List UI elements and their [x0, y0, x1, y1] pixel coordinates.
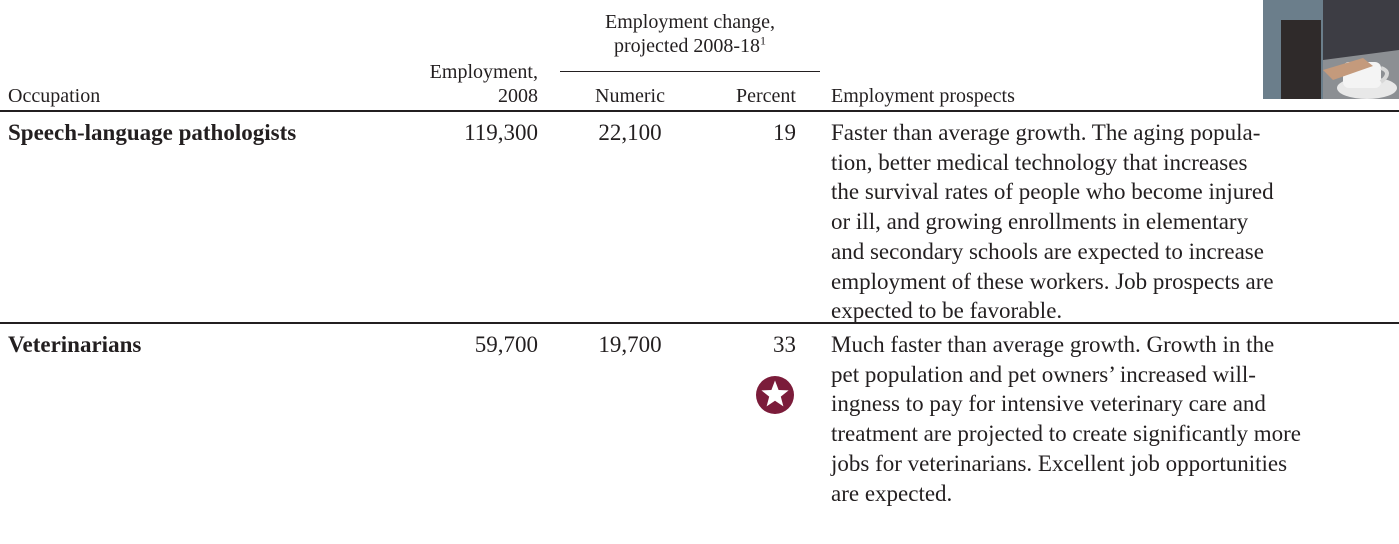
prospects-line: ingness to pay for intensive veterinary …	[831, 391, 1266, 417]
row-2-employment-2008: 59,700	[474, 332, 538, 357]
header-employment-line2: 2008	[498, 85, 538, 107]
row-2-occupation: Veterinarians	[8, 332, 142, 357]
header-employment-line1: Employment,	[429, 61, 538, 83]
row-1-occupation: Speech-language pathologists	[8, 120, 297, 145]
row-1-change-numeric: 22,100	[598, 120, 662, 145]
header-numeric: Numeric	[595, 85, 665, 107]
row-2-employment-prospects: Much faster than average growth. Growth …	[831, 330, 1371, 508]
row-divider	[0, 322, 1399, 324]
row-divider	[0, 110, 1399, 112]
header-employment-2008: Employment, 2008	[395, 60, 538, 108]
row-1-employment-prospects: Faster than average growth. The aging po…	[831, 118, 1371, 326]
header-change-line1: Employment change,	[605, 11, 775, 33]
prospects-line: pet population and pet owners’ increased…	[831, 361, 1256, 387]
header-occupation: Occupation	[8, 85, 101, 107]
footnote-marker: 1	[760, 33, 767, 48]
header-change-divider	[560, 71, 820, 72]
prospects-line: expected to be favorable.	[831, 298, 1063, 324]
prospects-line: are expected.	[831, 480, 953, 506]
office-photo-image	[1263, 0, 1399, 99]
prospects-line: jobs for veterinarians. Excellent job op…	[831, 450, 1288, 476]
prospects-line: treatment are projected to create signif…	[831, 421, 1301, 447]
prospects-line: or ill, and growing enrollments in eleme…	[831, 209, 1249, 235]
row-1-change-percent: 19	[773, 120, 796, 145]
header-employment-prospects: Employment prospects	[831, 85, 1015, 107]
decorative-photo	[1263, 0, 1399, 99]
header-percent: Percent	[736, 85, 796, 107]
prospects-line: employment of these workers. Job prospec…	[831, 268, 1274, 294]
row-1-employment-2008: 119,300	[464, 120, 538, 145]
prospects-line: Much faster than average growth. Growth …	[831, 332, 1275, 357]
prospects-line: the survival rates of people who become …	[831, 179, 1274, 205]
header-change-line2: projected 2008-181	[560, 34, 820, 58]
header-employment-change-group: Employment change, projected 2008-181	[560, 10, 820, 58]
star-badge-icon	[755, 375, 795, 415]
row-2-change-percent: 33	[773, 332, 796, 357]
prospects-line: Faster than average growth. The aging po…	[831, 120, 1261, 145]
prospects-line: and secondary schools are expected to in…	[831, 238, 1264, 264]
header-change-line2-text: projected 2008-18	[613, 35, 761, 57]
row-2-change-numeric: 19,700	[598, 332, 662, 357]
prospects-line: tion, better medical technology that inc…	[831, 149, 1248, 175]
